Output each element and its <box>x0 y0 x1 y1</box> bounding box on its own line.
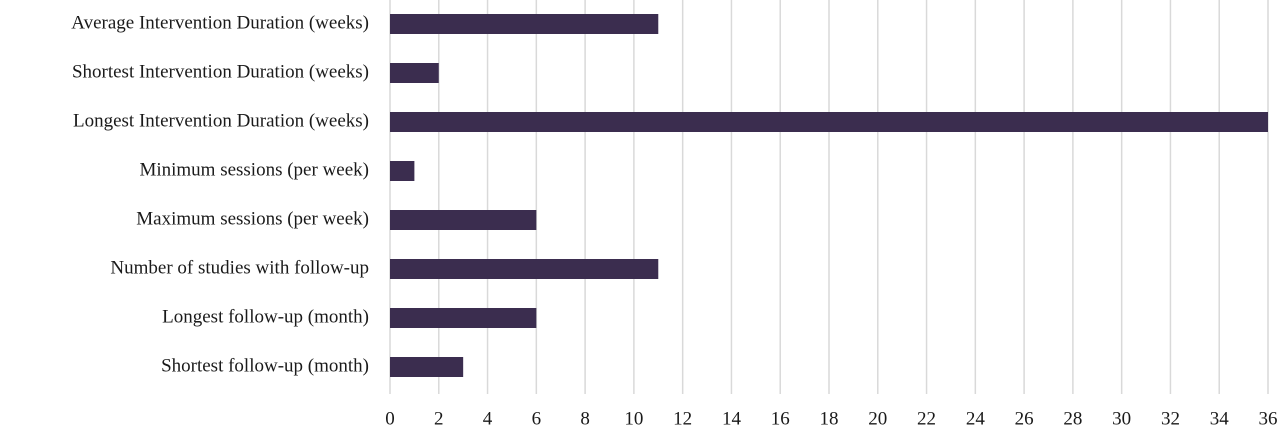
x-tick-label: 36 <box>1259 408 1278 428</box>
bar <box>390 161 415 181</box>
x-tick-label: 34 <box>1210 408 1230 428</box>
x-tick-label: 8 <box>580 408 590 428</box>
y-tick-label: Longest Intervention Duration (weeks) <box>73 110 369 131</box>
y-tick-label: Maximum sessions (per week) <box>136 208 369 229</box>
y-tick-label: Average Intervention Duration (weeks) <box>71 12 369 33</box>
y-tick-label: Longest follow-up (month) <box>162 306 369 327</box>
x-tick-label: 30 <box>1112 408 1131 428</box>
x-tick-label: 2 <box>434 408 444 428</box>
x-tick-label: 26 <box>1015 408 1034 428</box>
y-tick-label: Number of studies with follow-up <box>110 257 369 278</box>
x-tick-label: 4 <box>483 408 493 428</box>
x-tick-label: 0 <box>385 408 395 428</box>
x-tick-label: 6 <box>532 408 542 428</box>
x-tick-label: 32 <box>1161 408 1180 428</box>
bar <box>390 14 659 34</box>
y-tick-label: Minimum sessions (per week) <box>139 159 369 180</box>
bar <box>390 308 537 328</box>
x-tick-label: 28 <box>1063 408 1082 428</box>
bar <box>390 357 464 377</box>
y-tick-label: Shortest Intervention Duration (weeks) <box>72 61 369 82</box>
x-tick-label: 20 <box>868 408 887 428</box>
x-tick-label: 16 <box>771 408 790 428</box>
bar <box>390 259 659 279</box>
x-tick-label: 24 <box>966 408 986 428</box>
x-tick-label: 12 <box>673 408 692 428</box>
x-tick-label: 22 <box>917 408 936 428</box>
x-tick-label: 10 <box>624 408 643 428</box>
y-tick-label: Shortest follow-up (month) <box>161 355 369 376</box>
x-tick-label: 14 <box>722 408 742 428</box>
x-tick-label: 18 <box>820 408 839 428</box>
bar <box>390 210 537 230</box>
bar <box>390 112 1268 132</box>
bar <box>390 63 439 83</box>
